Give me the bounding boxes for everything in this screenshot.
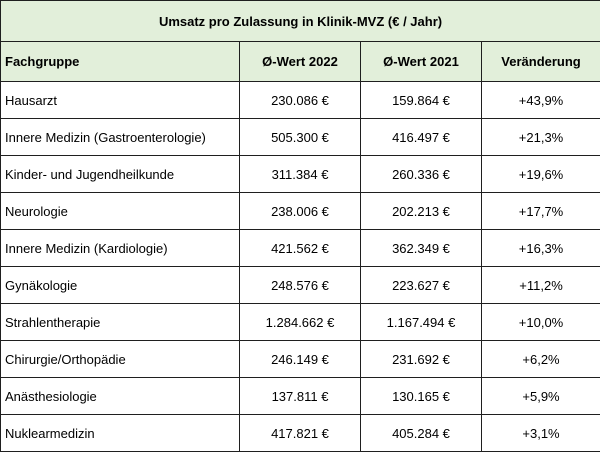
cell-veraenderung: +16,3% [482, 230, 600, 267]
cell-wert-2022: 505.300 € [240, 119, 361, 156]
cell-fachgruppe: Chirurgie/Orthopädie [1, 341, 240, 378]
table-row: Kinder- und Jugendheilkunde 311.384 € 26… [1, 156, 600, 193]
cell-wert-2021: 202.213 € [361, 193, 482, 230]
cell-fachgruppe: Hausarzt [1, 82, 240, 119]
cell-fachgruppe: Anästhesiologie [1, 378, 240, 415]
cell-veraenderung: +43,9% [482, 82, 600, 119]
column-header-wert-2021: Ø-Wert 2021 [361, 42, 482, 82]
cell-veraenderung: +21,3% [482, 119, 600, 156]
cell-wert-2021: 416.497 € [361, 119, 482, 156]
column-header-fachgruppe: Fachgruppe [1, 42, 240, 82]
cell-wert-2021: 362.349 € [361, 230, 482, 267]
table-title-row: Umsatz pro Zulassung in Klinik-MVZ (€ / … [1, 1, 600, 42]
table-row: Innere Medizin (Kardiologie) 421.562 € 3… [1, 230, 600, 267]
cell-wert-2022: 417.821 € [240, 415, 361, 452]
table-row: Nuklearmedizin 417.821 € 405.284 € +3,1% [1, 415, 600, 452]
cell-wert-2022: 238.006 € [240, 193, 361, 230]
table-title: Umsatz pro Zulassung in Klinik-MVZ (€ / … [1, 1, 600, 42]
cell-wert-2022: 246.149 € [240, 341, 361, 378]
cell-fachgruppe: Gynäkologie [1, 267, 240, 304]
cell-wert-2021: 260.336 € [361, 156, 482, 193]
cell-veraenderung: +11,2% [482, 267, 600, 304]
cell-wert-2022: 230.086 € [240, 82, 361, 119]
cell-wert-2021: 231.692 € [361, 341, 482, 378]
cell-wert-2022: 421.562 € [240, 230, 361, 267]
cell-wert-2022: 1.284.662 € [240, 304, 361, 341]
cell-wert-2022: 137.811 € [240, 378, 361, 415]
cell-fachgruppe: Innere Medizin (Gastroenterologie) [1, 119, 240, 156]
cell-veraenderung: +6,2% [482, 341, 600, 378]
cell-fachgruppe: Strahlentherapie [1, 304, 240, 341]
cell-fachgruppe: Neurologie [1, 193, 240, 230]
cell-wert-2021: 223.627 € [361, 267, 482, 304]
cell-fachgruppe: Nuklearmedizin [1, 415, 240, 452]
cell-veraenderung: +19,6% [482, 156, 600, 193]
cell-veraenderung: +17,7% [482, 193, 600, 230]
table-row: Innere Medizin (Gastroenterologie) 505.3… [1, 119, 600, 156]
table-header-row: Fachgruppe Ø-Wert 2022 Ø-Wert 2021 Verän… [1, 42, 600, 82]
cell-wert-2022: 311.384 € [240, 156, 361, 193]
table-row: Chirurgie/Orthopädie 246.149 € 231.692 €… [1, 341, 600, 378]
cell-fachgruppe: Innere Medizin (Kardiologie) [1, 230, 240, 267]
cell-wert-2021: 405.284 € [361, 415, 482, 452]
cell-veraenderung: +10,0% [482, 304, 600, 341]
table-row: Anästhesiologie 137.811 € 130.165 € +5,9… [1, 378, 600, 415]
cell-wert-2021: 1.167.494 € [361, 304, 482, 341]
cell-wert-2022: 248.576 € [240, 267, 361, 304]
column-header-veraenderung: Veränderung [482, 42, 600, 82]
cell-fachgruppe: Kinder- und Jugendheilkunde [1, 156, 240, 193]
table-row: Neurologie 238.006 € 202.213 € +17,7% [1, 193, 600, 230]
table-row: Gynäkologie 248.576 € 223.627 € +11,2% [1, 267, 600, 304]
cell-veraenderung: +5,9% [482, 378, 600, 415]
cell-wert-2021: 159.864 € [361, 82, 482, 119]
table-row: Hausarzt 230.086 € 159.864 € +43,9% [1, 82, 600, 119]
column-header-wert-2022: Ø-Wert 2022 [240, 42, 361, 82]
table-row: Strahlentherapie 1.284.662 € 1.167.494 €… [1, 304, 600, 341]
cell-veraenderung: +3,1% [482, 415, 600, 452]
cell-wert-2021: 130.165 € [361, 378, 482, 415]
